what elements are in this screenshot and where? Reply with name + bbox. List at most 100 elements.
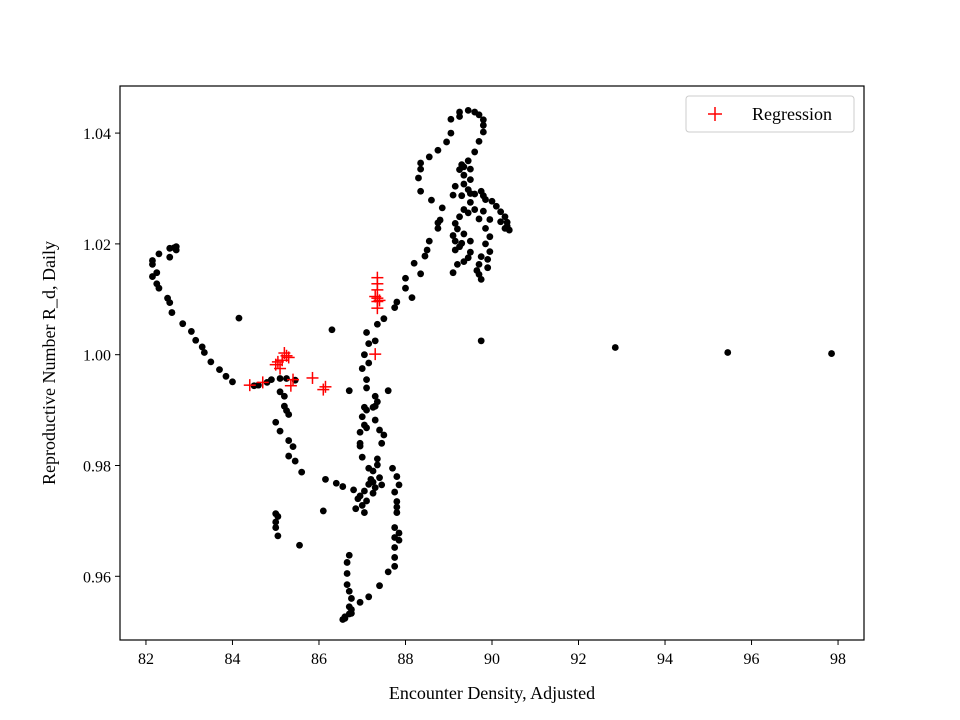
data-point bbox=[343, 570, 351, 577]
data-point bbox=[365, 359, 373, 367]
data-point bbox=[198, 343, 206, 351]
data-point bbox=[477, 253, 485, 261]
data-point bbox=[155, 284, 163, 292]
data-point bbox=[274, 532, 282, 540]
data-point bbox=[451, 237, 459, 245]
data-point bbox=[417, 270, 425, 278]
data-point bbox=[166, 253, 174, 261]
data-point bbox=[501, 213, 509, 221]
data-point bbox=[172, 246, 180, 254]
x-tick-label: 96 bbox=[744, 651, 760, 668]
data-point bbox=[365, 340, 373, 348]
data-point bbox=[417, 165, 425, 173]
data-point bbox=[484, 264, 492, 272]
data-point bbox=[482, 196, 489, 203]
data-point bbox=[466, 176, 474, 184]
data-point bbox=[434, 146, 442, 154]
data-point bbox=[358, 413, 366, 421]
data-point bbox=[451, 182, 459, 190]
data-point bbox=[369, 478, 377, 486]
data-point bbox=[395, 529, 403, 537]
data-point bbox=[460, 206, 468, 213]
data-point bbox=[497, 218, 505, 226]
regression-point bbox=[256, 376, 269, 389]
data-point bbox=[451, 219, 459, 227]
y-tick-label: 1.02 bbox=[83, 237, 111, 254]
data-point bbox=[380, 315, 388, 323]
data-point bbox=[425, 153, 433, 161]
regression-point bbox=[243, 379, 256, 392]
data-point bbox=[285, 437, 293, 444]
data-point bbox=[482, 240, 489, 248]
data-point bbox=[272, 418, 280, 426]
data-point bbox=[200, 349, 208, 356]
data-point bbox=[322, 475, 329, 483]
x-tick-label: 98 bbox=[830, 651, 846, 668]
x-tick-label: 86 bbox=[311, 651, 327, 668]
data-point bbox=[343, 581, 351, 588]
data-point bbox=[373, 320, 381, 328]
data-point bbox=[421, 252, 429, 260]
data-point bbox=[449, 232, 457, 239]
data-point bbox=[216, 366, 223, 374]
data-point bbox=[363, 329, 370, 336]
data-point bbox=[358, 365, 366, 372]
data-point bbox=[458, 192, 466, 200]
data-point bbox=[464, 106, 472, 114]
data-point bbox=[724, 349, 732, 356]
regression-point bbox=[369, 348, 382, 361]
data-point bbox=[466, 198, 474, 206]
data-point bbox=[371, 484, 379, 492]
data-point bbox=[345, 387, 353, 395]
data-point bbox=[235, 314, 243, 322]
data-point bbox=[466, 190, 474, 197]
data-point bbox=[828, 350, 835, 357]
data-point bbox=[471, 148, 479, 156]
y-axis: 0.96 0.98 1.00 1.02 1.04 bbox=[83, 126, 120, 586]
data-point bbox=[471, 206, 479, 213]
data-point bbox=[274, 513, 282, 520]
data-point bbox=[402, 284, 409, 292]
data-point bbox=[350, 486, 357, 494]
data-point bbox=[438, 204, 446, 212]
data-point bbox=[376, 426, 383, 434]
regression-point bbox=[317, 383, 330, 396]
data-point bbox=[378, 439, 386, 447]
data-point bbox=[475, 138, 483, 145]
data-point bbox=[391, 554, 399, 561]
data-point bbox=[395, 536, 403, 544]
data-point bbox=[456, 166, 463, 174]
data-point bbox=[373, 461, 381, 469]
data-point bbox=[428, 196, 435, 204]
data-point bbox=[488, 197, 496, 205]
data-point bbox=[384, 568, 392, 576]
data-point bbox=[611, 344, 619, 351]
data-point bbox=[267, 376, 275, 384]
data-point bbox=[345, 551, 353, 559]
data-point bbox=[272, 524, 280, 531]
data-point bbox=[449, 191, 457, 199]
data-point bbox=[356, 492, 364, 500]
data-point bbox=[291, 457, 299, 465]
y-tick-label: 1.04 bbox=[83, 126, 111, 143]
data-point bbox=[222, 372, 230, 380]
data-point bbox=[207, 358, 215, 366]
data-point bbox=[360, 487, 368, 495]
y-tick-label: 0.98 bbox=[83, 458, 111, 475]
data-point bbox=[187, 328, 195, 335]
data-point bbox=[371, 337, 379, 345]
data-point bbox=[378, 481, 386, 489]
data-point bbox=[358, 453, 366, 461]
data-point bbox=[376, 474, 383, 482]
data-point bbox=[276, 375, 284, 382]
data-point bbox=[360, 403, 368, 411]
data-point bbox=[460, 180, 468, 188]
data-point bbox=[475, 111, 483, 119]
data-point bbox=[434, 224, 442, 232]
x-tick-label: 82 bbox=[138, 651, 154, 668]
data-point bbox=[149, 273, 156, 280]
x-axis-label: Encounter Density, Adjusted bbox=[389, 683, 595, 703]
legend: Regression bbox=[685, 95, 855, 133]
data-point bbox=[352, 505, 360, 513]
